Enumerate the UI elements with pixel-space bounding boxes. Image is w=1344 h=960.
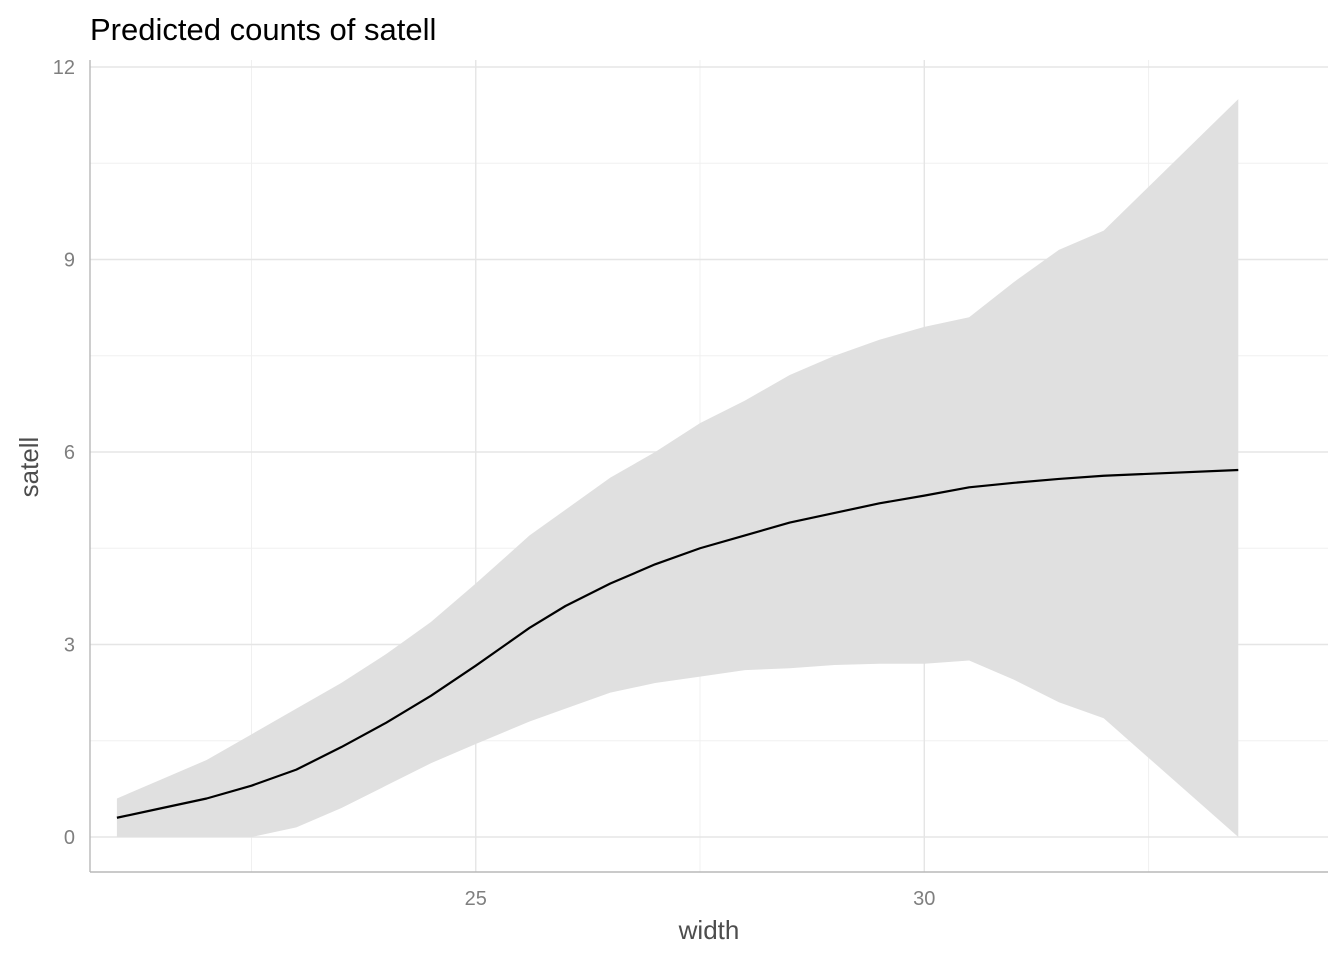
x-axis-label: width xyxy=(678,915,740,945)
y-axis-label: satell xyxy=(14,437,44,498)
axes xyxy=(89,60,1328,873)
x-tick-label: 25 xyxy=(465,888,487,910)
y-tick-label: 6 xyxy=(64,442,75,464)
tick-labels: 0 3 6 9 12 25 30 xyxy=(53,57,936,910)
y-tick-label: 0 xyxy=(64,827,75,849)
confidence-ribbon xyxy=(116,99,1239,837)
x-tick-label: 30 xyxy=(913,888,935,910)
chart-title: Predicted counts of satell xyxy=(90,12,436,47)
y-tick-label: 9 xyxy=(64,250,75,272)
y-tick-label: 3 xyxy=(64,635,75,657)
prediction-line xyxy=(116,468,1239,819)
y-tick-label: 12 xyxy=(53,57,75,79)
